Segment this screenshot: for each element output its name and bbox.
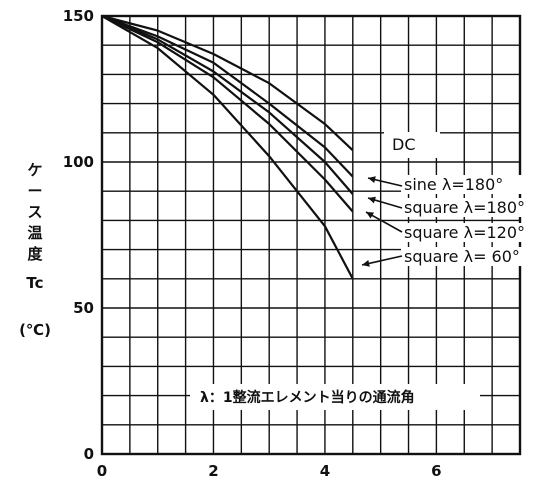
y-axis-label-part: ス [27,203,42,221]
y-tick-label: 50 [73,299,94,317]
series-line [101,15,354,280]
y-axis-label-part: 度 [27,245,43,263]
label-arrowhead [362,260,370,267]
x-tick-label: 4 [320,462,330,480]
series-line [101,15,354,213]
series-label: square λ=120° [404,223,525,242]
x-tick-label: 6 [431,462,441,480]
tick-labels: 0 50 100 150 0 2 4 6 [63,7,442,480]
y-tick-label: 100 [63,153,94,171]
series-line [101,14,354,195]
y-axis-label-part: 温 [27,224,42,242]
label-arrowhead [368,196,376,204]
series-label-background [401,198,535,217]
series-line [101,14,354,152]
label-arrowhead [366,212,374,219]
series-label: sine λ=180° [404,175,503,194]
y-tick-label: 0 [84,445,94,463]
annotation: λ：1整流エレメント当りの通流角 [190,384,480,410]
series-label: square λ= 60° [404,247,520,266]
y-tick-label: 150 [63,7,94,25]
y-axis-label-part: ケ [27,161,42,179]
y-axis-label-part: (℃) [19,321,51,339]
annotation-text: λ：1整流エレメント当りの通流角 [200,389,415,406]
y-axis-label-part: ー [27,182,42,200]
x-tick-label: 2 [208,462,218,480]
series-labels: DC sine λ=180° square λ=180° square λ=120° s… [361,132,535,267]
series-label: DC [392,135,416,154]
y-axis-label-part: Tc [26,274,43,292]
series-label-background [401,247,535,266]
series-label-background [401,175,535,194]
label-arrowhead [368,176,376,183]
annotation-background [190,384,480,410]
series-lines [101,14,354,280]
series-label-background [401,223,535,242]
series-line [101,14,354,178]
series-label-background [384,132,440,158]
series-label: square λ=180° [404,198,525,217]
x-tick-label: 0 [97,462,107,480]
